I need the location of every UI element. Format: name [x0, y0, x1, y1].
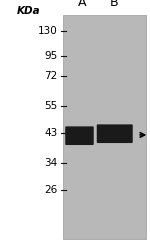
Text: KDa: KDa	[17, 6, 40, 16]
Text: A: A	[78, 0, 86, 9]
FancyBboxPatch shape	[65, 126, 94, 145]
Text: B: B	[110, 0, 118, 9]
Text: 26: 26	[45, 186, 58, 195]
FancyBboxPatch shape	[97, 124, 133, 143]
FancyBboxPatch shape	[63, 15, 146, 239]
Text: 34: 34	[45, 158, 58, 168]
Text: 72: 72	[45, 71, 58, 81]
Text: 95: 95	[45, 51, 58, 61]
Text: 55: 55	[45, 101, 58, 111]
Text: 43: 43	[45, 128, 58, 138]
Text: 130: 130	[38, 26, 58, 36]
